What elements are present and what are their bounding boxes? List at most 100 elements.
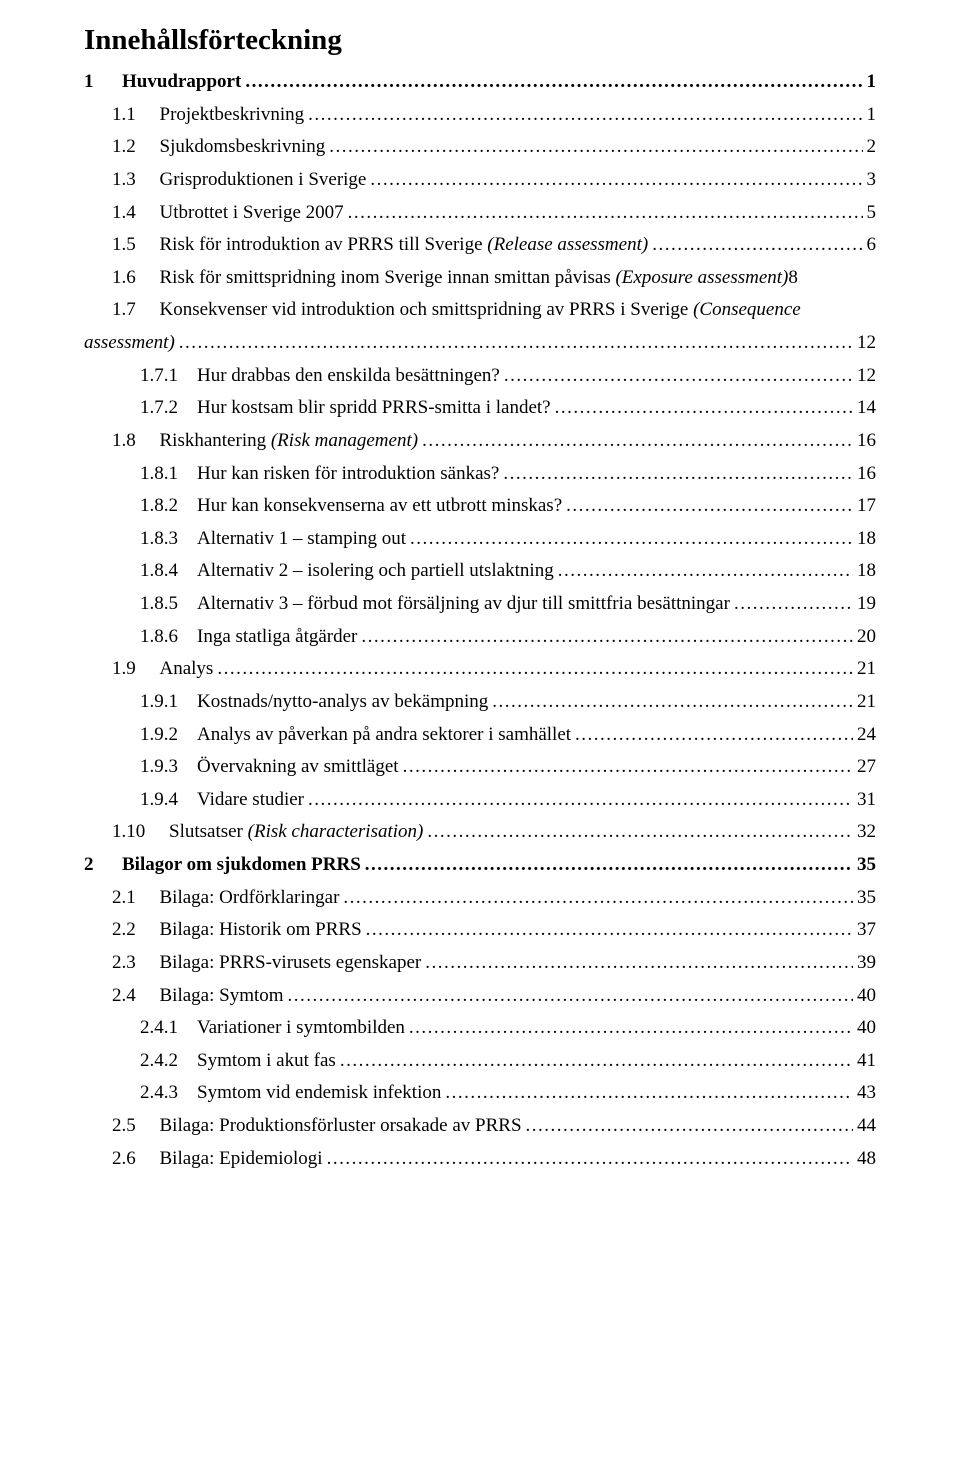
toc-entry: 2.4.1 Variationer i symtombilden........… xyxy=(84,1013,876,1042)
toc-leaders: ........................................… xyxy=(652,230,862,259)
toc-label: Alternativ 2 – isolering och partiell ut… xyxy=(197,556,554,585)
toc-number: 1.1 xyxy=(112,100,160,129)
toc-page: 39 xyxy=(857,948,876,977)
toc-page: 5 xyxy=(867,198,877,227)
toc-leaders: ........................................… xyxy=(503,459,853,488)
toc-entry: 1.9.3 Övervakning av smittläget.........… xyxy=(84,752,876,781)
toc-leaders: ........................................… xyxy=(217,654,853,683)
toc-page: 43 xyxy=(857,1078,876,1107)
toc-leaders: ........................................… xyxy=(361,622,853,651)
toc-leaders: ........................................… xyxy=(410,524,853,553)
toc-page: 37 xyxy=(857,915,876,944)
toc-entry: 1.7.2 Hur kostsam blir spridd PRRS-smitt… xyxy=(84,393,876,422)
toc-leaders: ........................................… xyxy=(245,67,862,96)
table-of-contents: 1 Huvudrapport..........................… xyxy=(84,67,876,1173)
toc-entry: 1.7 Konsekvenser vid introduktion och sm… xyxy=(84,295,876,324)
toc-label: Kostnads/nytto-analys av bekämpning xyxy=(197,687,488,716)
toc-page: 2 xyxy=(867,132,877,161)
toc-page: 20 xyxy=(857,622,876,651)
toc-page: 32 xyxy=(857,817,876,846)
toc-label: Bilaga: Ordförklaringar xyxy=(160,883,340,912)
toc-label: Bilaga: Symtom xyxy=(160,981,284,1010)
toc-number: 1.8.4 xyxy=(140,556,197,585)
toc-leaders: ........................................… xyxy=(327,1144,853,1173)
toc-label: Riskhantering (Risk management) xyxy=(160,426,419,455)
toc-number: 1.8.2 xyxy=(140,491,197,520)
toc-label-italic: (Release assessment) xyxy=(487,234,648,255)
toc-number: 2.4.2 xyxy=(140,1046,197,1075)
toc-number: 1.8 xyxy=(112,426,160,455)
toc-page: 12 xyxy=(857,361,876,390)
toc-page: 21 xyxy=(857,687,876,716)
toc-number: 1.8.1 xyxy=(140,459,197,488)
toc-entry: 1.10 Slutsatser (Risk characterisation).… xyxy=(84,817,876,846)
toc-leaders: ........................................… xyxy=(492,687,853,716)
toc-number: 1.5 xyxy=(112,230,160,259)
toc-label-italic: (Exposure assessment) xyxy=(615,267,788,288)
toc-leaders: ........................................… xyxy=(504,361,853,390)
toc-page: 17 xyxy=(857,491,876,520)
toc-number: 2.4.1 xyxy=(140,1013,197,1042)
toc-page: 18 xyxy=(857,556,876,585)
toc-leaders: ........................................… xyxy=(329,132,862,161)
toc-page: 31 xyxy=(857,785,876,814)
toc-entry: 1.8.5 Alternativ 3 – förbud mot försäljn… xyxy=(84,589,876,618)
toc-number: 1.6 xyxy=(112,263,160,292)
toc-number: 1.9.3 xyxy=(140,752,197,781)
toc-number: 1.7.1 xyxy=(140,361,197,390)
toc-entry: 1.4 Utbrottet i Sverige 2007............… xyxy=(84,198,876,227)
toc-page: 1 xyxy=(867,67,877,96)
toc-number: 1.7 xyxy=(112,295,160,324)
toc-entry: 1.8.2 Hur kan konsekvenserna av ett utbr… xyxy=(84,491,876,520)
toc-entry: 1.5 Risk för introduktion av PRRS till S… xyxy=(84,230,876,259)
toc-entry: 2.2 Bilaga: Historik om PRRS............… xyxy=(84,915,876,944)
toc-number: 2.5 xyxy=(112,1111,160,1140)
toc-entry: 1.8.3 Alternativ 1 – stamping out.......… xyxy=(84,524,876,553)
toc-label: Alternativ 3 – förbud mot försäljning av… xyxy=(197,589,730,618)
toc-leaders: ........................................… xyxy=(340,1046,853,1075)
toc-entry: 1.3 Grisproduktionen i Sverige..........… xyxy=(84,165,876,194)
toc-page: 21 xyxy=(857,654,876,683)
toc-entry: 1.9.4 Vidare studier....................… xyxy=(84,785,876,814)
toc-page: 44 xyxy=(857,1111,876,1140)
toc-entry: 1.8 Riskhantering (Risk management).....… xyxy=(84,426,876,455)
toc-page: 16 xyxy=(857,459,876,488)
toc-number: 2.1 xyxy=(112,883,160,912)
toc-entry: 1 Huvudrapport..........................… xyxy=(84,67,876,96)
toc-leaders: ........................................… xyxy=(308,100,862,129)
toc-leaders: ........................................… xyxy=(558,556,853,585)
toc-label: Hur drabbas den enskilda besättningen? xyxy=(197,361,500,390)
toc-label: Projektbeskrivning xyxy=(160,100,305,129)
toc-label: Övervakning av smittläget xyxy=(197,752,399,781)
toc-entry: 2.4.2 Symtom i akut fas.................… xyxy=(84,1046,876,1075)
toc-number: 1.8.5 xyxy=(140,589,197,618)
toc-page: 48 xyxy=(857,1144,876,1173)
page-title: Innehållsförteckning xyxy=(84,24,876,57)
toc-entry: 1.9 Analys..............................… xyxy=(84,654,876,683)
toc-page: 35 xyxy=(857,883,876,912)
toc-number: 1.9.2 xyxy=(140,720,197,749)
toc-label: Hur kostsam blir spridd PRRS-smitta i la… xyxy=(197,393,551,422)
toc-leaders: ........................................… xyxy=(365,850,853,879)
toc-label: Bilagor om sjukdomen PRRS xyxy=(122,850,361,879)
toc-leaders: ........................................… xyxy=(403,752,853,781)
toc-leaders: ........................................… xyxy=(343,883,853,912)
toc-label: Bilaga: Produktionsförluster orsakade av… xyxy=(160,1111,522,1140)
toc-label: Analys av påverkan på andra sektorer i s… xyxy=(197,720,571,749)
toc-page: 40 xyxy=(857,1013,876,1042)
toc-page: 18 xyxy=(857,524,876,553)
toc-entry: 1.6 Risk för smittspridning inom Sverige… xyxy=(84,263,876,292)
toc-entry: 2.6 Bilaga: Epidemiologi................… xyxy=(84,1144,876,1173)
toc-label: Bilaga: PRRS-virusets egenskaper xyxy=(160,948,422,977)
toc-number: 1 xyxy=(84,67,122,96)
toc-number: 1.2 xyxy=(112,132,160,161)
toc-number: 2.2 xyxy=(112,915,160,944)
toc-number: 1.9 xyxy=(112,654,160,683)
toc-leaders: ........................................… xyxy=(734,589,853,618)
toc-label: Sjukdomsbeskrivning xyxy=(160,132,326,161)
toc-number: 2.4.3 xyxy=(140,1078,197,1107)
toc-entry: 1.9.2 Analys av påverkan på andra sektor… xyxy=(84,720,876,749)
toc-number: 1.7.2 xyxy=(140,393,197,422)
toc-page: 27 xyxy=(857,752,876,781)
toc-label-cont: assessment) xyxy=(84,328,175,357)
